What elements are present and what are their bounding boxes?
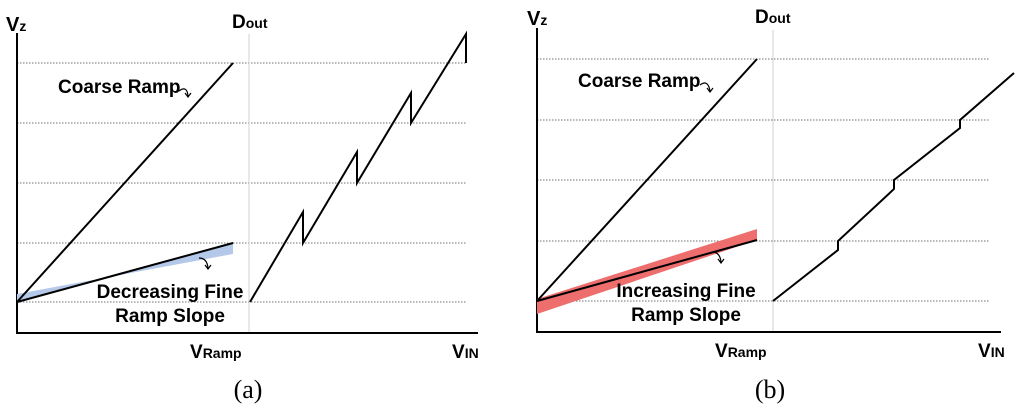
vin-label: VIN: [978, 341, 1005, 362]
coarse-ramp-label: Coarse Ramp: [58, 77, 181, 98]
level-gridlines: [537, 58, 990, 302]
fine-ramp-arrow: [711, 251, 722, 263]
coarse-ramp-label: Coarse Ramp: [578, 71, 701, 92]
fine-ramp-arrow: [198, 257, 209, 269]
vin-label: VIN: [452, 342, 479, 363]
vramp-label: VRamp: [190, 342, 242, 363]
vramp-label: VRamp: [715, 341, 767, 362]
panel-b: Vz Dout VRamp VIN Coarse Ramp Increasing…: [527, 7, 1015, 404]
coarse-ramp-arrow: [699, 82, 711, 92]
y-axis-label: Vz: [6, 14, 26, 36]
fine-slope-label-line1: Increasing Fine: [616, 281, 755, 302]
coarse-ramp-line: [16, 62, 234, 303]
dout-label: Dout: [232, 12, 268, 33]
fine-ramp-line: [16, 242, 234, 303]
y-axis-label: Vz: [527, 8, 547, 30]
fine-slope-label-line2: Ramp Slope: [115, 306, 225, 327]
dout-label: Dout: [755, 7, 791, 28]
coarse-ramp-arrow: [178, 88, 189, 97]
output-staircase: [772, 72, 1015, 302]
output-sawtooth: [249, 30, 467, 303]
panel-caption: (b): [755, 375, 785, 404]
panel-caption: (a): [234, 375, 263, 404]
fine-slope-label-line1: Decreasing Fine: [97, 282, 244, 303]
coarse-ramp-line: [536, 58, 758, 302]
fine-slope-label-line2: Ramp Slope: [631, 305, 741, 326]
level-gridlines: [17, 62, 466, 303]
fine-ramp-line: [536, 239, 758, 302]
panel-a: Vz Dout VRamp VIN Coarse Ramp Decreasing…: [6, 12, 479, 404]
